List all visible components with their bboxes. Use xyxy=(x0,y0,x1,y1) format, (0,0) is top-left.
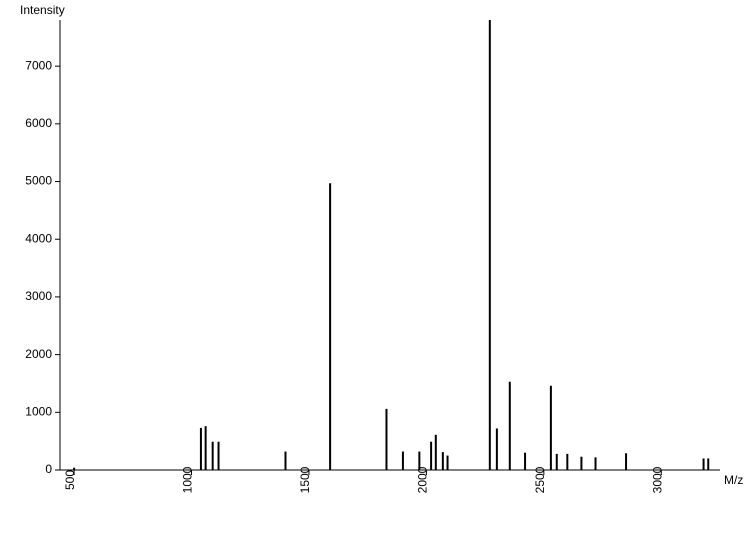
x-tick-label: 1000 xyxy=(181,466,195,493)
y-tick-label: 6000 xyxy=(25,116,52,130)
x-tick-label: 2500 xyxy=(533,466,547,493)
x-tick-label: 2000 xyxy=(415,466,429,493)
spectrum-svg: 0 1000 2000 3000 4000 5000 6000 7000 500 1000 150… xyxy=(0,0,750,540)
y-tick-label: 4000 xyxy=(25,231,52,245)
x-tick-label: 500 xyxy=(63,470,77,490)
y-axis-label: Intensity xyxy=(20,3,65,17)
y-tick-label: 7000 xyxy=(25,58,52,72)
y-tick-label: 1000 xyxy=(25,404,52,418)
x-axis-label: M/z xyxy=(724,473,743,487)
y-tick-label: 3000 xyxy=(25,289,52,303)
y-tick-label: 5000 xyxy=(25,174,52,188)
y-tick-label: 2000 xyxy=(25,347,52,361)
x-tick-label: 1500 xyxy=(298,466,312,493)
y-tick-label: 0 xyxy=(45,462,52,476)
mass-spectrum-chart: 0 1000 2000 3000 4000 5000 6000 7000 500 1000 150… xyxy=(0,0,750,540)
x-tick-label: 3000 xyxy=(650,466,664,493)
